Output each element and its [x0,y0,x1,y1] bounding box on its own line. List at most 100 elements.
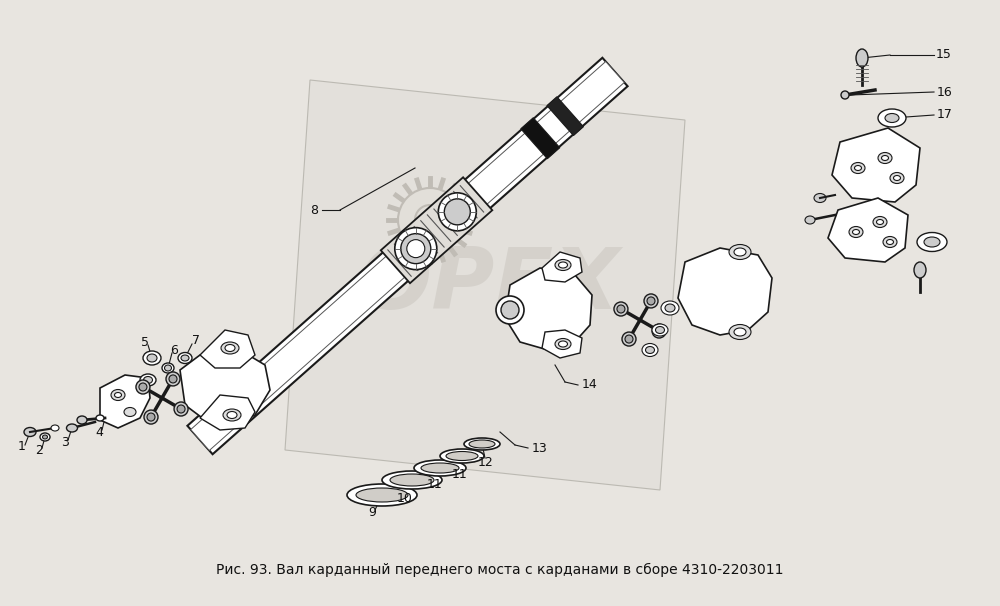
Ellipse shape [144,376,152,384]
Ellipse shape [223,409,241,421]
Ellipse shape [221,342,239,354]
Text: 7: 7 [192,335,200,347]
Polygon shape [285,80,685,490]
Polygon shape [542,252,582,282]
Ellipse shape [414,460,466,476]
Ellipse shape [464,438,500,450]
Text: 6: 6 [170,344,178,356]
Ellipse shape [917,233,947,251]
Ellipse shape [77,416,87,424]
Ellipse shape [876,219,884,224]
Ellipse shape [178,353,192,364]
Ellipse shape [856,49,868,67]
Polygon shape [100,375,150,428]
Text: 5: 5 [141,336,149,348]
Ellipse shape [177,405,185,413]
Ellipse shape [814,193,826,202]
Text: 11: 11 [452,468,468,482]
Ellipse shape [849,227,863,238]
Ellipse shape [469,440,495,448]
Polygon shape [180,350,270,425]
Ellipse shape [421,463,459,473]
Ellipse shape [617,305,625,313]
Ellipse shape [446,451,478,461]
Ellipse shape [181,355,189,361]
Ellipse shape [444,199,470,225]
Ellipse shape [614,302,628,316]
Ellipse shape [424,214,436,226]
Ellipse shape [144,410,158,424]
Ellipse shape [438,193,476,231]
Text: 1: 1 [18,441,26,453]
Ellipse shape [162,363,174,373]
Ellipse shape [558,262,568,268]
Ellipse shape [136,380,150,394]
Ellipse shape [665,304,675,312]
Ellipse shape [395,228,437,270]
Ellipse shape [734,328,746,336]
Text: 12: 12 [478,456,494,468]
Polygon shape [547,97,583,136]
Text: 11: 11 [427,479,443,491]
Ellipse shape [887,239,894,244]
Ellipse shape [555,259,571,270]
Ellipse shape [114,393,122,398]
Ellipse shape [51,425,59,431]
Text: 13: 13 [532,442,548,454]
Ellipse shape [96,415,104,421]
Ellipse shape [882,156,889,161]
Ellipse shape [878,109,906,127]
Ellipse shape [661,301,679,315]
Ellipse shape [398,188,462,252]
Ellipse shape [644,294,658,308]
Text: 15: 15 [936,48,952,61]
Polygon shape [678,248,772,335]
Ellipse shape [655,327,663,335]
Ellipse shape [878,153,892,164]
Ellipse shape [139,383,147,391]
Ellipse shape [225,344,235,351]
Text: 4: 4 [95,425,103,439]
Ellipse shape [440,449,484,463]
Text: 8: 8 [310,204,318,216]
Ellipse shape [496,296,524,324]
Polygon shape [381,178,492,283]
Polygon shape [200,395,255,430]
Ellipse shape [356,488,408,502]
Ellipse shape [174,402,188,416]
Text: 3: 3 [61,436,69,448]
Ellipse shape [885,113,899,122]
Ellipse shape [382,471,442,489]
Ellipse shape [646,347,654,353]
Ellipse shape [883,236,897,247]
Ellipse shape [140,374,156,386]
Ellipse shape [164,365,172,371]
Ellipse shape [147,413,155,421]
Polygon shape [191,62,624,450]
Ellipse shape [852,230,860,235]
Ellipse shape [729,324,751,339]
Ellipse shape [143,351,161,365]
Polygon shape [832,128,920,202]
Ellipse shape [390,474,434,486]
Ellipse shape [642,344,658,356]
Ellipse shape [652,324,666,338]
Polygon shape [505,268,592,350]
Polygon shape [542,330,582,358]
Ellipse shape [652,324,668,336]
Polygon shape [828,198,908,262]
Ellipse shape [169,375,177,383]
Ellipse shape [401,234,431,264]
Ellipse shape [914,262,926,278]
Ellipse shape [924,237,940,247]
Ellipse shape [894,176,900,181]
Ellipse shape [622,332,636,346]
Text: ОРЕХ: ОРЕХ [359,244,621,327]
Ellipse shape [873,216,887,227]
Polygon shape [200,330,255,368]
Ellipse shape [111,390,125,401]
Ellipse shape [24,427,36,436]
Ellipse shape [124,407,136,416]
Ellipse shape [734,248,746,256]
Ellipse shape [66,424,78,432]
